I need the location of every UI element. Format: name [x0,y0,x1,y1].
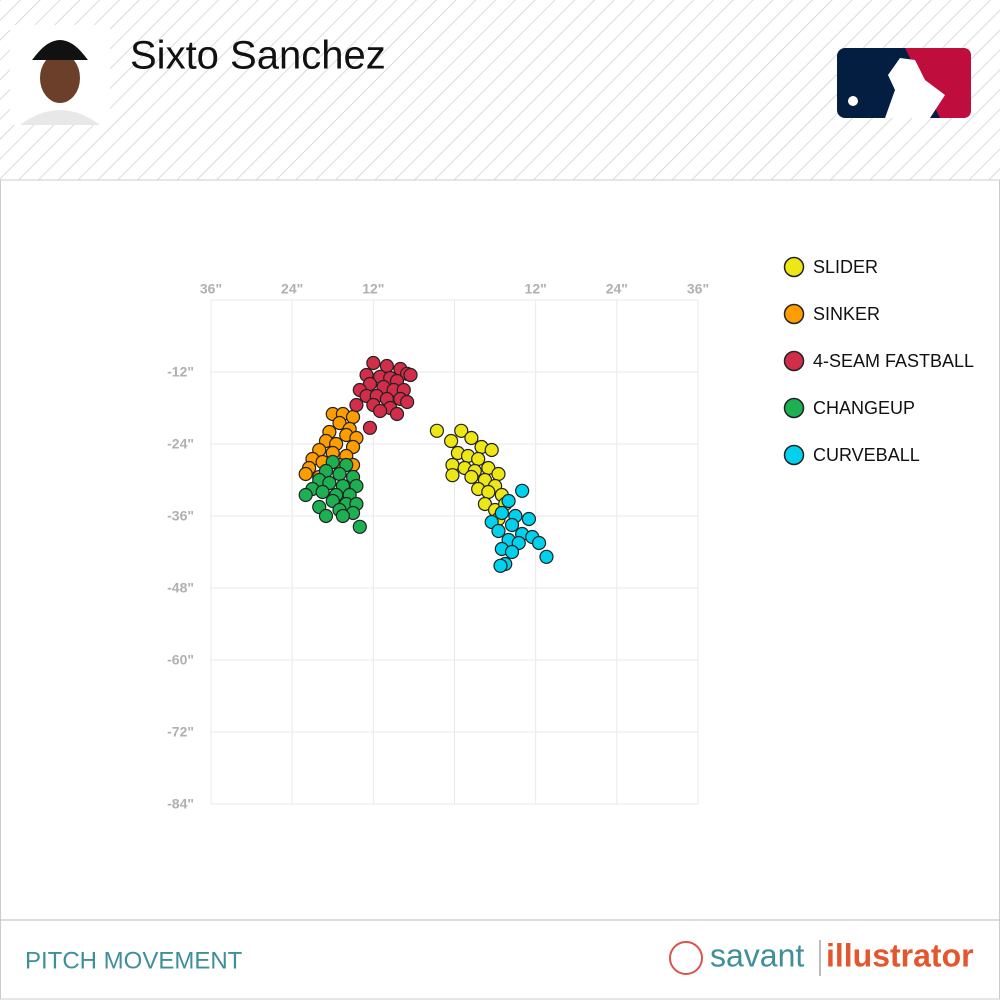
point [366,355,381,371]
point [332,466,347,482]
mlb-logo [837,48,971,118]
point [403,367,418,383]
point [445,468,460,483]
point [494,505,509,521]
header-bg [0,0,1000,180]
point [352,519,367,534]
point [298,487,313,503]
brand-savant: savant [710,937,804,973]
y-tick-label: -12" [167,364,194,380]
x-tick-label: 36" [200,281,222,297]
legend-label: 4-SEAM FASTBALL [813,351,974,371]
point [504,517,520,533]
legend-swatch [783,350,805,372]
point [429,423,445,438]
point [491,466,506,482]
brand-illustrator: illustrator [826,937,974,973]
point [464,430,479,446]
point [501,493,516,509]
legend-label: CURVEBALL [813,445,920,465]
point [400,394,415,410]
point [504,544,520,560]
y-tick-label: -72" [167,724,194,740]
x-tick-label: 24" [281,281,303,297]
point [471,451,486,467]
player-photo [10,25,110,125]
x-tick-label: 12" [362,281,384,297]
x-tick-label: 12" [525,281,547,297]
legend-label: SLIDER [813,257,878,277]
point [531,535,547,551]
point [484,442,499,458]
point [464,469,479,485]
legend-label: CHANGEUP [813,398,915,418]
point [493,558,508,573]
point [315,484,330,500]
point [481,484,496,500]
x-tick-label: 36" [687,281,709,297]
point [389,406,405,422]
point [298,466,313,482]
point [345,409,361,425]
point [335,508,350,524]
point [491,523,506,539]
point [454,423,469,438]
point [444,433,459,449]
y-tick-label: -60" [167,652,194,668]
y-tick-label: -84" [167,796,194,812]
y-tick-label: -48" [167,580,194,596]
point [515,483,530,498]
legend-swatch [783,303,805,325]
chart-title: Sixto Sanchez [130,34,386,78]
legend-label: SINKER [813,304,880,324]
point [318,508,334,524]
point [372,403,388,419]
y-tick-label: -24" [167,436,194,452]
point [521,511,537,527]
y-tick-label: -36" [167,508,194,524]
legend-swatch [783,444,805,466]
point [349,397,364,413]
x-tick-label: 24" [606,281,628,297]
point [539,549,554,564]
legend-swatch [783,397,805,419]
legend-swatch [783,256,805,278]
savant-logo: savant illustrator [669,937,974,976]
point [362,420,378,435]
footer-label: PITCH MOVEMENT [25,947,243,974]
